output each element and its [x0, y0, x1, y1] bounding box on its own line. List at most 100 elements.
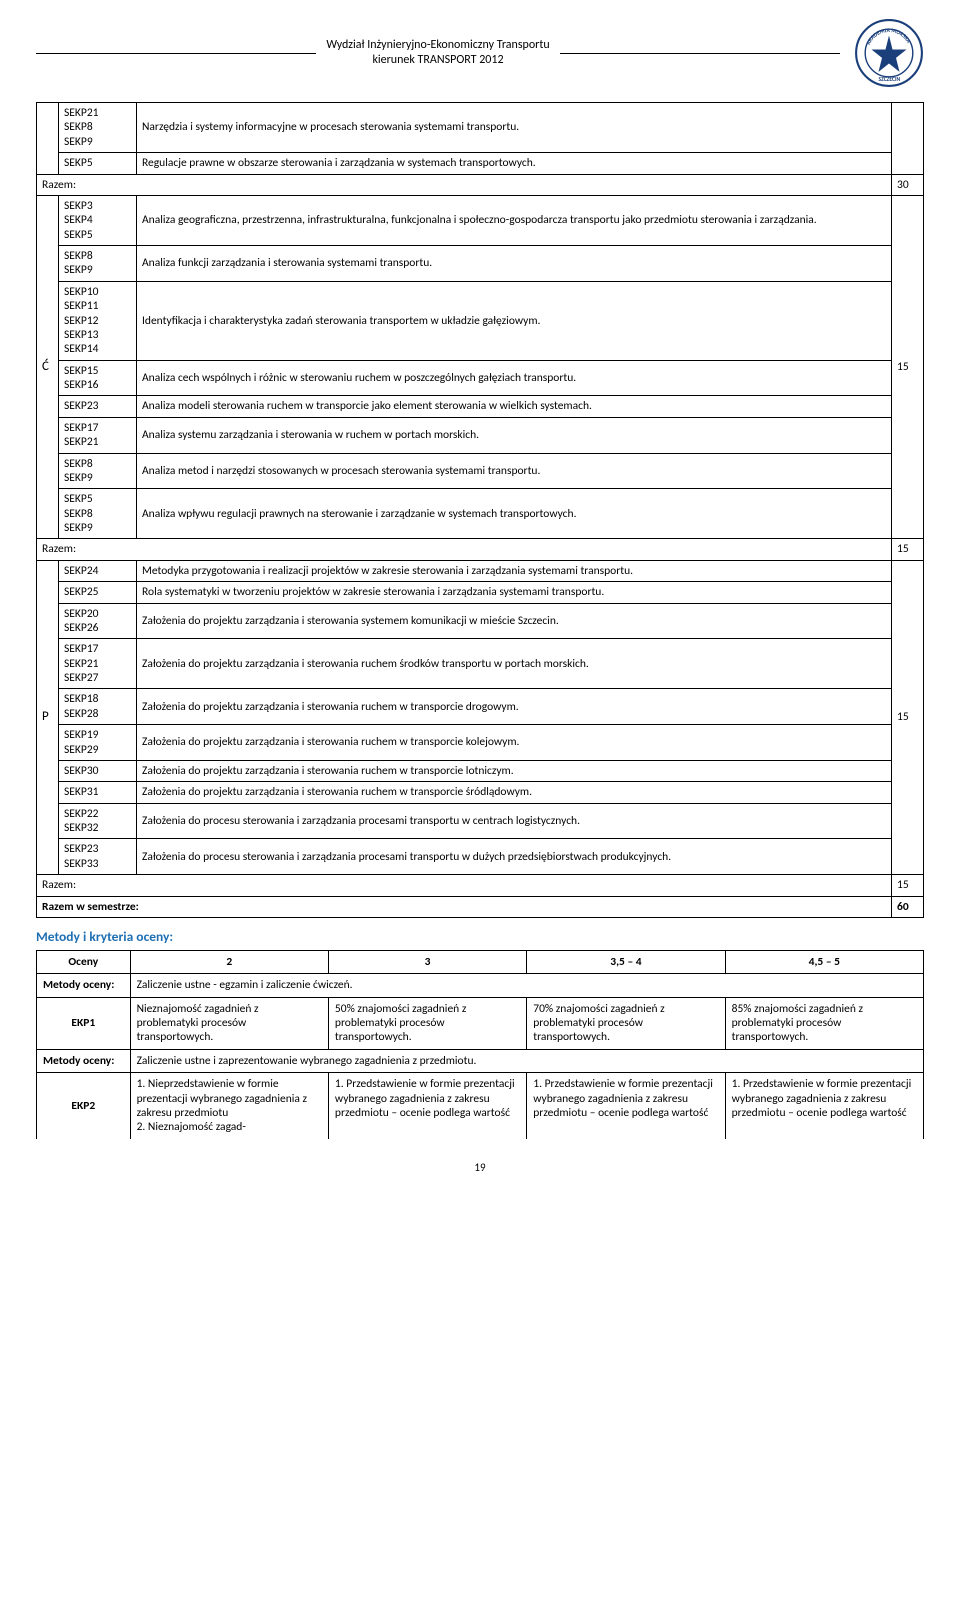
institution-logo-icon: AKADEMIA MORSKA SZCZECIN: [854, 18, 924, 88]
desc-cell: Założenia do projektu zarządzania i ster…: [137, 760, 892, 781]
table-row: SEKP23 SEKP33 Założenia do procesu stero…: [37, 839, 924, 875]
table-row-razem: Razem: 15: [37, 539, 924, 560]
code-cell: SEKP25: [59, 582, 137, 603]
code-cell: SEKP21 SEKP8 SEKP9: [59, 103, 137, 153]
desc-cell: Założenia do projektu zarządzania i ster…: [137, 639, 892, 689]
svg-text:SZCZECIN: SZCZECIN: [879, 76, 901, 83]
header-rule-right: [560, 53, 840, 54]
desc-cell: Założenia do projektu zarządzania i ster…: [137, 725, 892, 761]
desc-cell: Założenia do projektu zarządzania i ster…: [137, 689, 892, 725]
page-number: 19: [36, 1161, 924, 1174]
desc-cell: Analiza funkcji zarządzania i sterowania…: [137, 246, 892, 282]
razem-value: 30: [892, 174, 924, 195]
table-row: SEKP17 SEKP21 Analiza systemu zarządzani…: [37, 417, 924, 453]
grades-head-oceny: Oceny: [37, 950, 131, 973]
desc-cell: Narzędzia i systemy informacyjne w proce…: [137, 103, 892, 153]
razem-label: Razem:: [37, 875, 892, 896]
semestr-label: Razem w semestrze:: [37, 896, 892, 917]
grades-row-full: Zaliczenie ustne i zaprezentowanie wybra…: [130, 1049, 923, 1072]
block-letter: [37, 103, 59, 175]
header-line1: Wydział Inżynieryjno-Ekonomiczny Transpo…: [326, 38, 549, 53]
table-row-semestr: Razem w semestrze: 60: [37, 896, 924, 917]
header-text: Wydział Inżynieryjno-Ekonomiczny Transpo…: [326, 38, 549, 68]
header-line2: kierunek TRANSPORT 2012: [326, 53, 549, 68]
code-cell: SEKP31: [59, 782, 137, 803]
grades-cell: 1. Przedstawienie w formie prezentacji w…: [527, 1073, 725, 1139]
code-cell: SEKP8 SEKP9: [59, 246, 137, 282]
desc-cell: Rola systematyki w tworzeniu projektów w…: [137, 582, 892, 603]
grades-row-full: Zaliczenie ustne - egzamin i zaliczenie …: [130, 974, 923, 997]
desc-cell: Analiza systemu zarządzania i sterowania…: [137, 417, 892, 453]
grades-head-2: 2: [130, 950, 328, 973]
grades-header-row: Oceny 2 3 3,5 – 4 4,5 – 5: [37, 950, 924, 973]
code-cell: SEKP30: [59, 760, 137, 781]
grades-table: Oceny 2 3 3,5 – 4 4,5 – 5 Metody oceny: …: [36, 950, 924, 1139]
code-cell: SEKP22 SEKP32: [59, 803, 137, 839]
code-cell: SEKP17 SEKP21 SEKP27: [59, 639, 137, 689]
code-cell: SEKP24: [59, 560, 137, 581]
grades-cell: 50% znajomości zagadnień z problematyki …: [328, 997, 526, 1049]
table-row: SEKP18 SEKP28 Założenia do projektu zarz…: [37, 689, 924, 725]
table-row: P SEKP24 Metodyka przygotowania i realiz…: [37, 560, 924, 581]
grades-head-5: 4,5 – 5: [725, 950, 923, 973]
code-cell: SEKP18 SEKP28: [59, 689, 137, 725]
desc-cell: Analiza wpływu regulacji prawnych na ste…: [137, 489, 892, 539]
table-row: SEKP30 Założenia do projektu zarządzania…: [37, 760, 924, 781]
table-row: SEKP25 Rola systematyki w tworzeniu proj…: [37, 582, 924, 603]
code-cell: SEKP17 SEKP21: [59, 417, 137, 453]
desc-cell: Założenia do procesu sterowania i zarząd…: [137, 839, 892, 875]
grades-cell: 1. Przedstawienie w formie prezentacji w…: [725, 1073, 923, 1139]
value-cell: [892, 103, 924, 175]
code-cell: SEKP20 SEKP26: [59, 603, 137, 639]
desc-cell: Identyfikacja i charakterystyka zadań st…: [137, 281, 892, 360]
value-cell: 15: [892, 195, 924, 539]
desc-cell: Analiza modeli sterowania ruchem w trans…: [137, 396, 892, 417]
grades-row-label: Metody oceny:: [37, 1049, 131, 1072]
table-row: SEKP8 SEKP9 Analiza metod i narzędzi sto…: [37, 453, 924, 489]
table-row: SEKP23 Analiza modeli sterowania ruchem …: [37, 396, 924, 417]
table-row: SEKP22 SEKP32 Założenia do procesu stero…: [37, 803, 924, 839]
code-cell: SEKP10 SEKP11 SEKP12 SEKP13 SEKP14: [59, 281, 137, 360]
content-table: SEKP21 SEKP8 SEKP9 Narzędzia i systemy i…: [36, 102, 924, 918]
code-cell: SEKP19 SEKP29: [59, 725, 137, 761]
grades-row: Metody oceny: Zaliczenie ustne - egzamin…: [37, 974, 924, 997]
code-cell: SEKP8 SEKP9: [59, 453, 137, 489]
table-row: SEKP17 SEKP21 SEKP27 Założenia do projek…: [37, 639, 924, 689]
code-cell: SEKP15 SEKP16: [59, 360, 137, 396]
table-row: SEKP5 SEKP8 SEKP9 Analiza wpływu regulac…: [37, 489, 924, 539]
table-row: SEKP5 Regulacje prawne w obszarze sterow…: [37, 153, 924, 174]
grades-row: Metody oceny: Zaliczenie ustne i zapreze…: [37, 1049, 924, 1072]
desc-cell: Założenia do projektu zarządzania i ster…: [137, 782, 892, 803]
table-row: SEKP19 SEKP29 Założenia do projektu zarz…: [37, 725, 924, 761]
grades-head-3: 3: [328, 950, 526, 973]
table-row: SEKP10 SEKP11 SEKP12 SEKP13 SEKP14 Ident…: [37, 281, 924, 360]
table-row: SEKP20 SEKP26 Założenia do projektu zarz…: [37, 603, 924, 639]
table-row-razem: Razem: 15: [37, 875, 924, 896]
table-row: SEKP31 Założenia do projektu zarządzania…: [37, 782, 924, 803]
razem-value: 15: [892, 539, 924, 560]
table-row: SEKP21 SEKP8 SEKP9 Narzędzia i systemy i…: [37, 103, 924, 153]
table-row: SEKP8 SEKP9 Analiza funkcji zarządzania …: [37, 246, 924, 282]
table-row: Ć SEKP3 SEKP4 SEKP5 Analiza geograficzna…: [37, 195, 924, 245]
desc-cell: Założenia do projektu zarządzania i ster…: [137, 603, 892, 639]
desc-cell: Analiza metod i narzędzi stosowanych w p…: [137, 453, 892, 489]
grades-row-label: Metody oceny:: [37, 974, 131, 997]
grades-head-4: 3,5 – 4: [527, 950, 725, 973]
desc-cell: Założenia do procesu sterowania i zarząd…: [137, 803, 892, 839]
table-row-razem: Razem: 30: [37, 174, 924, 195]
code-cell: SEKP23 SEKP33: [59, 839, 137, 875]
block-letter: P: [37, 560, 59, 874]
grades-cell: 70% znajomości zagadnień z problematyki …: [527, 997, 725, 1049]
semestr-value: 60: [892, 896, 924, 917]
code-cell: SEKP23: [59, 396, 137, 417]
grades-row-label: EKP1: [37, 997, 131, 1049]
desc-cell: Metodyka przygotowania i realizacji proj…: [137, 560, 892, 581]
grades-row: EKP2 1. Nieprzedstawienie w formie preze…: [37, 1073, 924, 1139]
razem-label: Razem:: [37, 174, 892, 195]
grades-cell: 1. Nieprzedstawienie w formie prezentacj…: [130, 1073, 328, 1139]
code-cell: SEKP3 SEKP4 SEKP5: [59, 195, 137, 245]
desc-cell: Analiza geograficzna, przestrzenna, infr…: [137, 195, 892, 245]
page-header: Wydział Inżynieryjno-Ekonomiczny Transpo…: [36, 18, 924, 88]
desc-cell: Regulacje prawne w obszarze sterowania i…: [137, 153, 892, 174]
desc-cell: Analiza cech wspólnych i różnic w sterow…: [137, 360, 892, 396]
